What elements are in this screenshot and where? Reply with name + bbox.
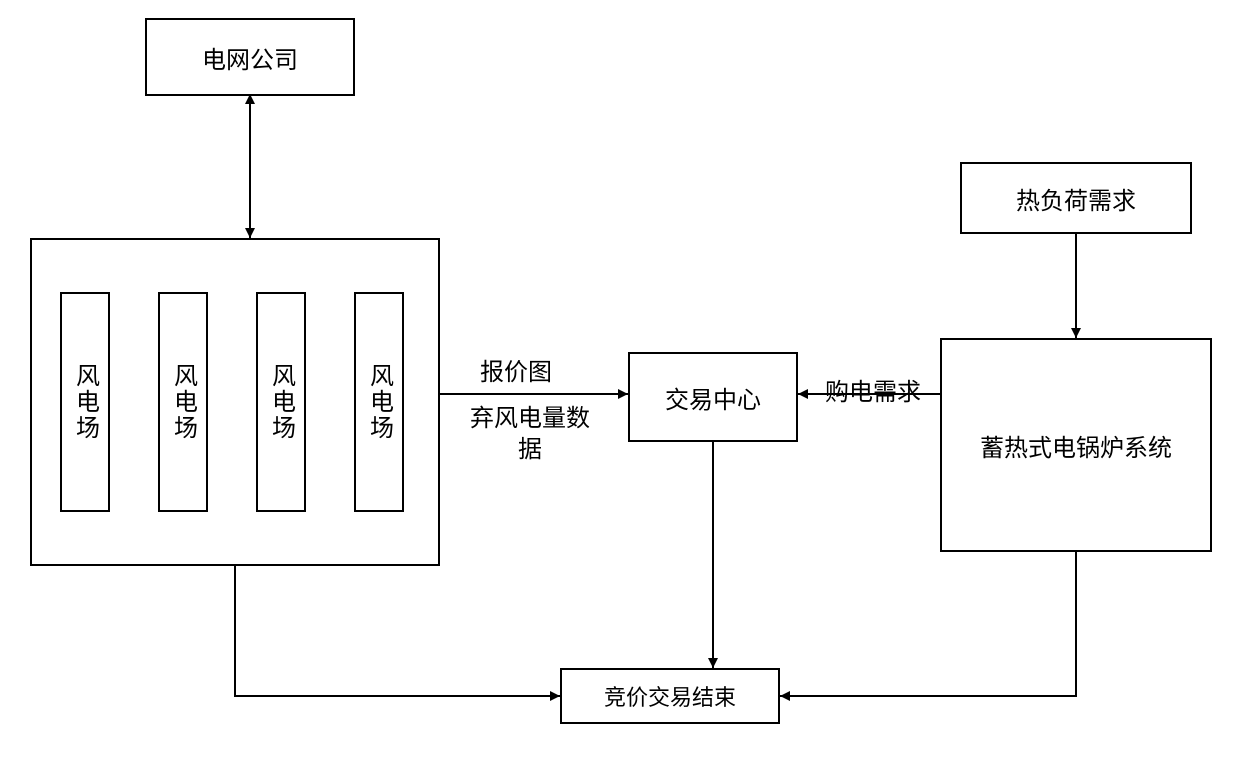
wind-farm-1-label: 风电场 (68, 363, 103, 441)
trading-center-label: 交易中心 (665, 380, 761, 415)
wind-farm-2-box: 风电场 (158, 292, 208, 512)
wind-farm-3-box: 风电场 (256, 292, 306, 512)
wind-farm-4-label: 风电场 (362, 363, 397, 441)
edge-boiler-bidding (780, 552, 1076, 696)
grid-company-label: 电网公司 (202, 40, 298, 75)
abandon-data-label: 弃风电量数据 (470, 404, 590, 466)
trading-center-box: 交易中心 (628, 352, 798, 442)
heat-demand-label: 热负荷需求 (1016, 181, 1136, 216)
bidding-end-box: 竞价交易结束 (560, 668, 780, 724)
quote-chart-label: 报价图 (480, 352, 552, 387)
wind-farm-3-label: 风电场 (264, 363, 299, 441)
wind-farm-1-box: 风电场 (60, 292, 110, 512)
boiler-system-label: 蓄热式电锅炉系统 (980, 428, 1172, 463)
purchase-demand-label: 购电需求 (825, 372, 921, 407)
boiler-system-box: 蓄热式电锅炉系统 (940, 338, 1212, 552)
heat-demand-box: 热负荷需求 (960, 162, 1192, 234)
grid-company-box: 电网公司 (145, 18, 355, 96)
wind-farm-2-label: 风电场 (166, 363, 201, 441)
wind-farm-4-box: 风电场 (354, 292, 404, 512)
edge-wind-bidding (235, 566, 560, 696)
bidding-end-label: 竞价交易结束 (604, 680, 736, 712)
